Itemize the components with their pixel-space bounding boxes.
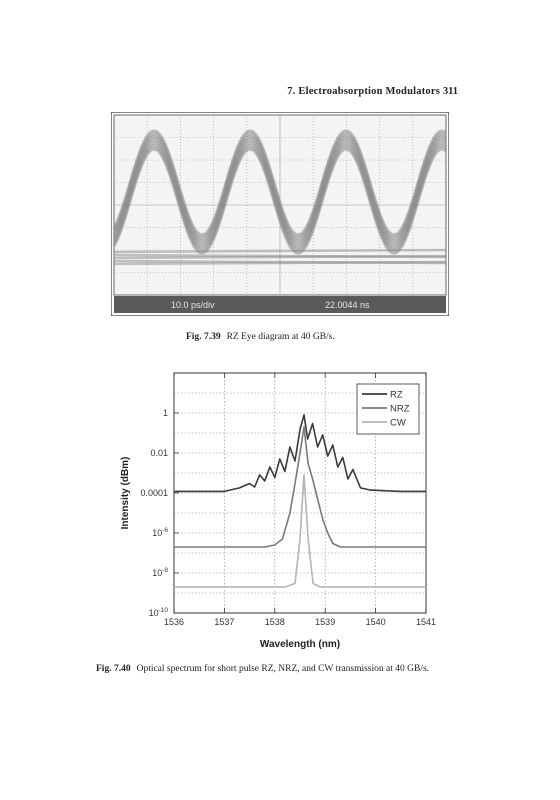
figure-7-39-number: Fig. 7.39 (186, 332, 221, 342)
x-tick-label: 1538 (265, 617, 285, 627)
series-line-rz (174, 414, 426, 493)
y-tick-label: 10-6 (152, 527, 168, 538)
legend-box (356, 383, 420, 435)
figure-7-40-caption-text: Optical spectrum for short pulse RZ, NRZ… (136, 664, 430, 674)
legend-label-rz: RZ (390, 390, 403, 401)
x-tick-label: 1537 (214, 617, 234, 627)
running-header-title: 7. Electroabsorption Modulators (287, 86, 440, 97)
y-tick-label: 10-8 (152, 567, 168, 578)
time-offset-label: 22.0044 ns (325, 300, 370, 310)
eye-diagram-image: 10.0 ps/div 22.0044 ns (111, 112, 449, 316)
y-axis-title: Intensity (dBm) (120, 457, 131, 530)
eye-baseline-noise (113, 254, 447, 260)
y-tick-label: 0.0001 (140, 488, 168, 498)
page-number: 311 (442, 86, 458, 97)
time-scale-label: 10.0 ps/div (171, 300, 215, 310)
x-tick-label: 1536 (164, 617, 184, 627)
series-line-nrz (174, 426, 426, 548)
running-header: 7. Electroabsorption Modulators 311 (0, 86, 560, 102)
figure-7-40-number: Fig. 7.40 (96, 664, 131, 674)
figure-7-39-caption-text: RZ Eye diagram at 40 GB/s. (226, 332, 335, 342)
y-tick-label: 1 (163, 408, 168, 418)
x-axis-title: Wavelength (nm) (260, 639, 340, 650)
eye-trace (112, 147, 447, 255)
figure-7-39-caption: Fig. 7.39 RZ Eye diagram at 40 GB/s. (186, 332, 335, 342)
eye-baseline-noise (113, 260, 447, 266)
eye-baseline-noise (113, 248, 447, 254)
legend-label-nrz: NRZ (390, 404, 410, 415)
x-tick-label: 1541 (416, 617, 436, 627)
y-tick-label: 10-10 (149, 607, 169, 618)
series-line-cw (174, 474, 426, 588)
x-tick-label: 1540 (366, 617, 386, 627)
x-tick-label: 1539 (315, 617, 335, 627)
optical-spectrum-chart: 1 0.01 0.0001 10-6 10-8 10-10 1536 1537 1538 153… (120, 372, 436, 650)
y-tick-label: 0.01 (150, 448, 168, 458)
legend-label-cw: CW (390, 418, 406, 429)
eye-diagram-figure: 10.0 ps/div 22.0044 ns (111, 112, 449, 316)
figure-7-40-caption: Fig. 7.40 Optical spectrum for short puls… (96, 664, 429, 674)
